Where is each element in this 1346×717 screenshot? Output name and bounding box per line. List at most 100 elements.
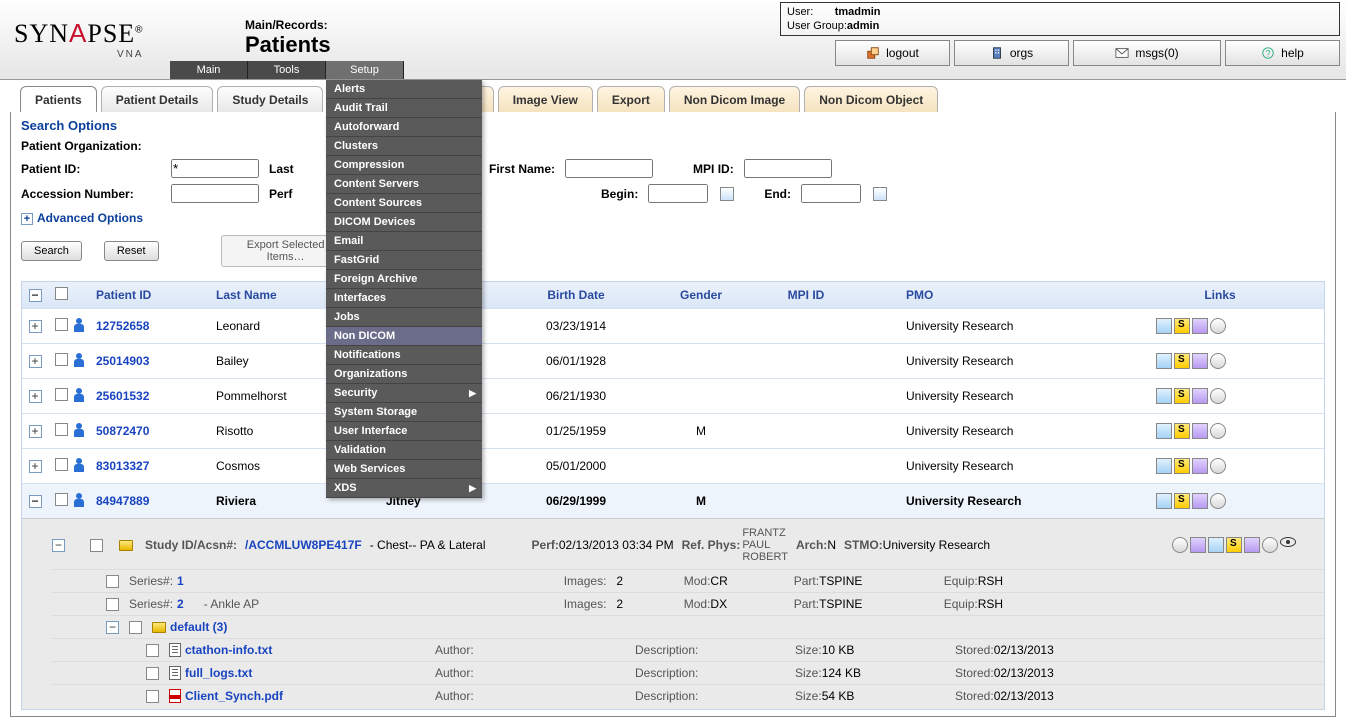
- menu-main[interactable]: Main: [170, 61, 248, 79]
- search-button[interactable]: Search: [21, 241, 82, 261]
- pid-link[interactable]: 25014903: [96, 354, 149, 368]
- file-row[interactable]: Client_Synch.pdfAuthor:Description:Size:…: [52, 684, 1324, 707]
- link-icon[interactable]: [1208, 537, 1224, 553]
- row-check[interactable]: [55, 353, 68, 366]
- dropdown-item[interactable]: Non DICOM: [326, 327, 482, 346]
- table-row[interactable]: +83013327Cosmos05/01/2000University Rese…: [22, 448, 1324, 483]
- file-check[interactable]: [146, 690, 159, 703]
- row-check[interactable]: [55, 458, 68, 471]
- link-icon[interactable]: [1156, 388, 1172, 404]
- orgs-button[interactable]: orgs: [954, 40, 1069, 66]
- link-icon[interactable]: [1156, 318, 1172, 334]
- file-check[interactable]: [146, 667, 159, 680]
- dropdown-item[interactable]: Autoforward: [326, 118, 482, 137]
- col-birthdate[interactable]: Birth Date: [506, 288, 646, 302]
- link-icon[interactable]: [1156, 458, 1172, 474]
- link-icon[interactable]: [1244, 537, 1260, 553]
- folder-name[interactable]: default (3): [170, 620, 227, 634]
- row-check[interactable]: [55, 423, 68, 436]
- table-row[interactable]: +25014903Bailey06/01/1928University Rese…: [22, 343, 1324, 378]
- dropdown-item[interactable]: User Interface: [326, 422, 482, 441]
- dropdown-item[interactable]: Audit Trail: [326, 99, 482, 118]
- dropdown-item[interactable]: Web Services: [326, 460, 482, 479]
- dropdown-item[interactable]: Foreign Archive: [326, 270, 482, 289]
- table-row[interactable]: +50872470Risotto01/25/1959MUniversity Re…: [22, 413, 1324, 448]
- dropdown-item[interactable]: Content Sources: [326, 194, 482, 213]
- table-row[interactable]: +12752658Leonard03/23/1914University Res…: [22, 308, 1324, 343]
- table-row[interactable]: −84947889RivieraJitney06/29/1999MUnivers…: [22, 483, 1324, 518]
- reset-button[interactable]: Reset: [104, 241, 159, 261]
- series-check[interactable]: [106, 598, 119, 611]
- tab[interactable]: Non Dicom Image: [669, 86, 800, 112]
- dropdown-item[interactable]: Clusters: [326, 137, 482, 156]
- row-check[interactable]: [55, 318, 68, 331]
- link-icon[interactable]: [1210, 388, 1226, 404]
- dropdown-item[interactable]: DICOM Devices: [326, 213, 482, 232]
- first-input[interactable]: [565, 159, 653, 178]
- link-icon[interactable]: [1156, 423, 1172, 439]
- pid-link[interactable]: 12752658: [96, 319, 149, 333]
- tab[interactable]: Patients: [20, 86, 97, 112]
- dropdown-item[interactable]: Alerts: [326, 80, 482, 99]
- row-expand[interactable]: −: [29, 495, 42, 508]
- col-mpi[interactable]: MPI ID: [756, 288, 856, 302]
- link-icon[interactable]: [1210, 493, 1226, 509]
- study-check[interactable]: [90, 539, 103, 552]
- eye-icon[interactable]: [1280, 537, 1296, 547]
- link-icon[interactable]: [1190, 537, 1206, 553]
- link-icon[interactable]: [1226, 537, 1242, 553]
- link-icon[interactable]: [1210, 318, 1226, 334]
- row-check[interactable]: [55, 388, 68, 401]
- link-icon[interactable]: [1192, 388, 1208, 404]
- row-expand[interactable]: +: [29, 355, 42, 368]
- study-accn[interactable]: /ACCMLUW8PE417F: [245, 538, 362, 552]
- link-icon[interactable]: [1210, 353, 1226, 369]
- accn-input[interactable]: [171, 184, 259, 203]
- col-links[interactable]: Links: [1116, 288, 1324, 302]
- link-icon[interactable]: [1210, 423, 1226, 439]
- pid-link[interactable]: 84947889: [96, 494, 149, 508]
- check-all[interactable]: [55, 287, 68, 300]
- calendar-icon[interactable]: [873, 187, 887, 201]
- link-icon[interactable]: [1172, 537, 1188, 553]
- link-icon[interactable]: [1210, 458, 1226, 474]
- pid-link[interactable]: 50872470: [96, 424, 149, 438]
- dropdown-item[interactable]: Interfaces: [326, 289, 482, 308]
- collapse-all[interactable]: −: [29, 289, 42, 302]
- row-check[interactable]: [55, 493, 68, 506]
- table-row[interactable]: +25601532Pommelhorst06/21/1930University…: [22, 378, 1324, 413]
- tab[interactable]: Non Dicom Object: [804, 86, 938, 112]
- col-pid[interactable]: Patient ID: [96, 288, 216, 302]
- msgs-button[interactable]: msgs(0): [1073, 40, 1221, 66]
- link-icon[interactable]: [1262, 537, 1278, 553]
- link-icon[interactable]: [1156, 493, 1172, 509]
- link-icon[interactable]: [1156, 353, 1172, 369]
- study-collapse[interactable]: −: [52, 539, 65, 552]
- series-row[interactable]: Series#:2- Ankle APImages: 2Mod:DXPart:T…: [52, 592, 1324, 615]
- calendar-icon[interactable]: [720, 187, 734, 201]
- tab[interactable]: Export: [597, 86, 665, 112]
- col-gender[interactable]: Gender: [646, 288, 756, 302]
- link-icon[interactable]: [1192, 493, 1208, 509]
- dropdown-item[interactable]: XDS▶: [326, 479, 482, 498]
- end-input[interactable]: [801, 184, 861, 203]
- advanced-options[interactable]: +Advanced Options: [21, 211, 1325, 225]
- logout-button[interactable]: logout: [835, 40, 950, 66]
- folder-check[interactable]: [129, 621, 142, 634]
- link-icon[interactable]: [1174, 423, 1190, 439]
- menu-tools[interactable]: Tools: [248, 61, 326, 79]
- link-icon[interactable]: [1192, 423, 1208, 439]
- col-pmo[interactable]: PMO: [856, 288, 1116, 302]
- mpi-input[interactable]: [744, 159, 832, 178]
- menu-setup[interactable]: Setup: [326, 61, 404, 79]
- dropdown-item[interactable]: Organizations: [326, 365, 482, 384]
- tab[interactable]: Study Details: [217, 86, 323, 112]
- series-row[interactable]: Series#:1Images: 2Mod:CRPart:TSPINEEquip…: [52, 569, 1324, 592]
- dropdown-item[interactable]: System Storage: [326, 403, 482, 422]
- link-icon[interactable]: [1174, 388, 1190, 404]
- series-check[interactable]: [106, 575, 119, 588]
- begin-input[interactable]: [648, 184, 708, 203]
- row-expand[interactable]: +: [29, 390, 42, 403]
- link-icon[interactable]: [1192, 353, 1208, 369]
- file-row[interactable]: ctathon-info.txtAuthor:Description:Size:…: [52, 638, 1324, 661]
